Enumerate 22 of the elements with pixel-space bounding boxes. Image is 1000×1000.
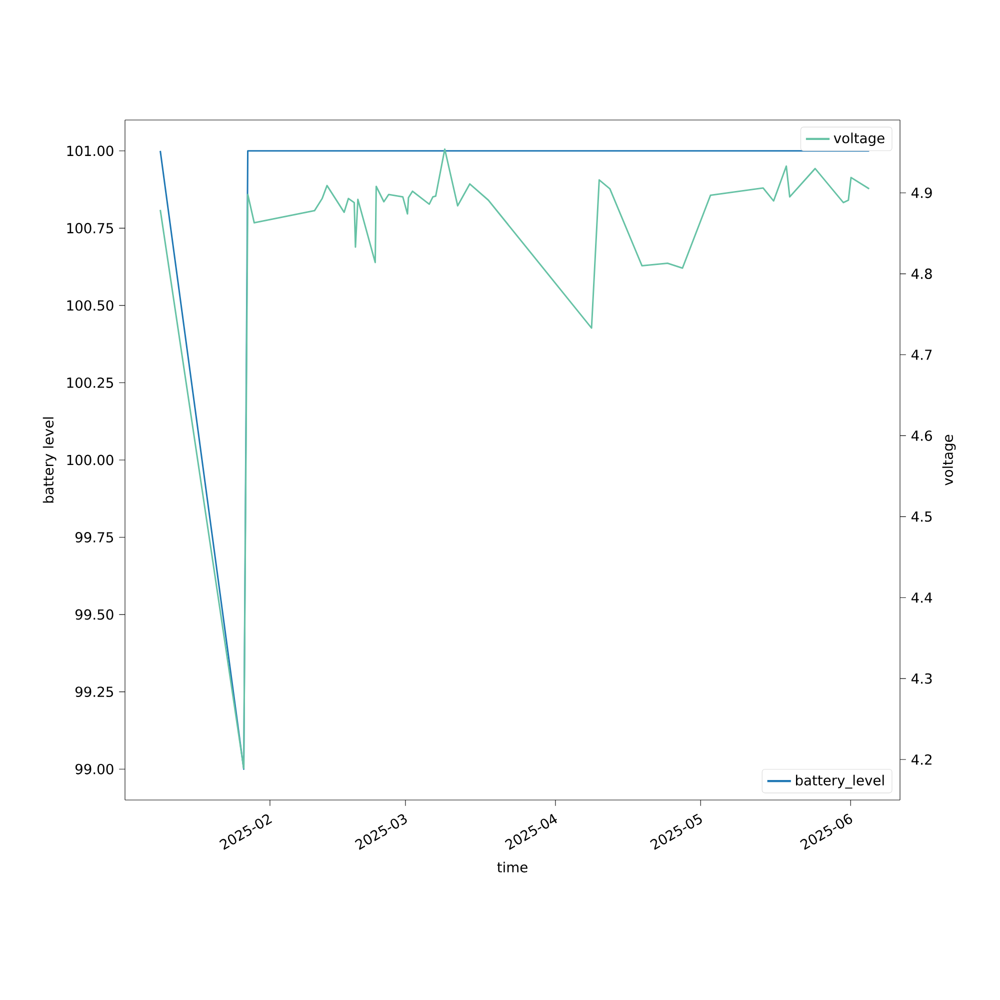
y-tick-label: 100.25 bbox=[67, 377, 113, 388]
y2-tick-label: 4.4 bbox=[911, 592, 932, 603]
y2-tick-label: 4.9 bbox=[911, 188, 932, 198]
y-tick-label: 99.75 bbox=[75, 532, 113, 542]
y-tick-label: 100.75 bbox=[67, 222, 113, 234]
x-axis-title: time bbox=[497, 862, 528, 872]
y2-tick-label: 4.7 bbox=[911, 350, 932, 360]
y-axis-title: battery level bbox=[42, 417, 56, 503]
y2-tick-label: 4.6 bbox=[911, 430, 932, 441]
y2-tick-label: 4.3 bbox=[911, 673, 932, 684]
y2-tick-label: 4.2 bbox=[911, 754, 932, 765]
y2-tick-label: 4.8 bbox=[911, 268, 932, 280]
y-tick-label: 99.00 bbox=[75, 764, 114, 774]
y-tick-label: 101.00 bbox=[67, 146, 114, 156]
y-tick-label: 100.00 bbox=[67, 454, 114, 466]
legend-label: voltage bbox=[834, 132, 884, 146]
y-tick-label: 99.25 bbox=[75, 686, 113, 698]
y2-tick-label: 4.5 bbox=[911, 512, 932, 522]
y2-axis-title: voltage bbox=[942, 434, 956, 486]
y-tick-label: 99.50 bbox=[75, 609, 114, 620]
y-tick-label: 100.50 bbox=[67, 300, 114, 311]
legend-label: battery_level bbox=[796, 774, 884, 789]
